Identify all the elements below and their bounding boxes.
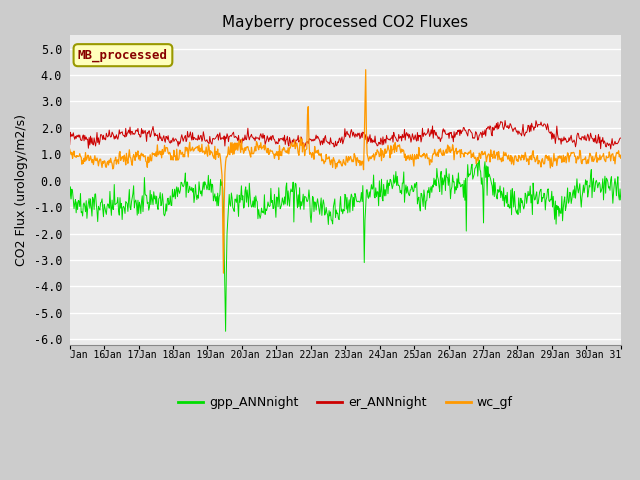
- Y-axis label: CO2 Flux (urology/m2/s): CO2 Flux (urology/m2/s): [15, 114, 28, 266]
- Text: MB_processed: MB_processed: [78, 48, 168, 62]
- Legend: gpp_ANNnight, er_ANNnight, wc_gf: gpp_ANNnight, er_ANNnight, wc_gf: [173, 391, 518, 414]
- Title: Mayberry processed CO2 Fluxes: Mayberry processed CO2 Fluxes: [222, 15, 468, 30]
